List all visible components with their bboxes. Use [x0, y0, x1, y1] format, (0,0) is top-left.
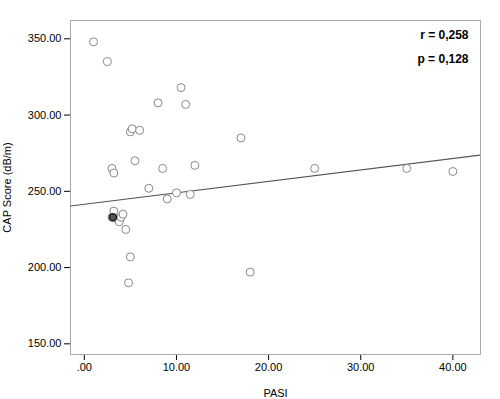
- svg-text:30.00: 30.00: [347, 361, 375, 373]
- svg-text:40.00: 40.00: [439, 361, 467, 373]
- svg-text:200.00: 200.00: [28, 261, 62, 273]
- svg-text:350.00: 350.00: [28, 32, 62, 44]
- svg-text:PASI: PASI: [263, 387, 287, 399]
- svg-text:r = 0,258p = 0,128: r = 0,258p = 0,128: [417, 28, 468, 66]
- svg-text:250.00: 250.00: [28, 185, 62, 197]
- svg-text:300.00: 300.00: [28, 109, 62, 121]
- svg-text:20.00: 20.00: [255, 361, 283, 373]
- svg-text:150.00: 150.00: [28, 337, 62, 349]
- svg-text:.00: .00: [77, 361, 92, 373]
- svg-text:10.00: 10.00: [163, 361, 191, 373]
- svg-text:CAP Score (dB/m): CAP Score (dB/m): [1, 142, 13, 232]
